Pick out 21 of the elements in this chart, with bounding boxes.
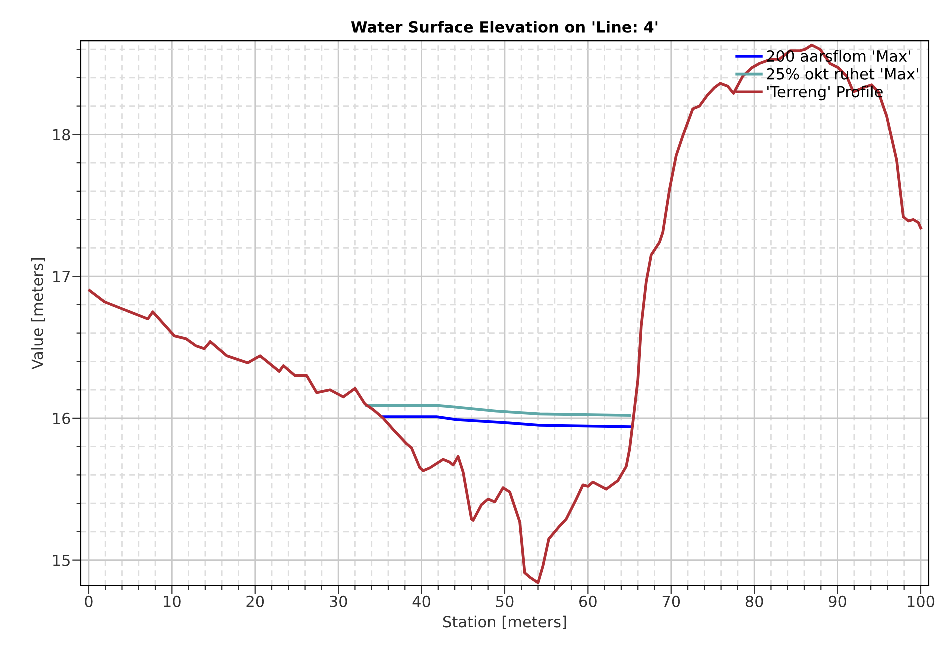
x-tick-label: 90 bbox=[829, 596, 846, 608]
line-series bbox=[365, 404, 632, 417]
y-tick-label: 18 bbox=[53, 129, 70, 141]
x-tick-label: 100 bbox=[908, 596, 935, 608]
x-tick-label: 30 bbox=[330, 596, 348, 608]
x-tick-label: 80 bbox=[746, 596, 764, 608]
x-tick-label: 60 bbox=[580, 596, 597, 608]
y-axis-title: Value [meters] bbox=[31, 258, 46, 370]
x-tick-label: 0 bbox=[85, 596, 93, 608]
line-series bbox=[382, 416, 632, 428]
chart-title: Water Surface Elevation on 'Line: 4' bbox=[351, 21, 658, 33]
x-tick-label: 10 bbox=[164, 596, 181, 608]
x-tick-label: 20 bbox=[246, 596, 264, 608]
y-tick-label: 16 bbox=[53, 412, 70, 424]
x-tick-label: 50 bbox=[496, 596, 514, 608]
y-tick-label: 15 bbox=[53, 554, 70, 566]
line-series bbox=[88, 44, 922, 584]
x-tick-label: 40 bbox=[412, 596, 430, 608]
x-tick-label: 70 bbox=[662, 596, 680, 608]
y-tick-label: 17 bbox=[53, 271, 70, 282]
x-axis-title: Station [meters] bbox=[443, 616, 566, 630]
